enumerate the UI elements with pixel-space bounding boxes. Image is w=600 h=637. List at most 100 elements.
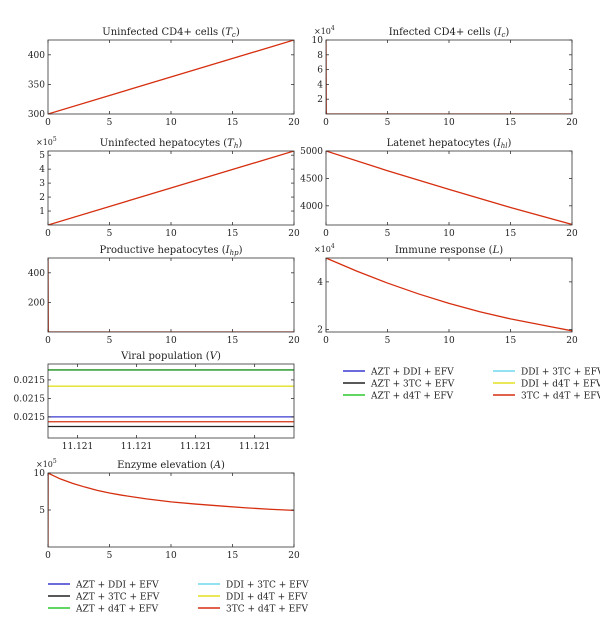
x-tick-label: 5	[107, 118, 113, 128]
x-tick-label: 11.121	[62, 442, 94, 452]
series-line-0	[326, 40, 572, 114]
legend-label: DDI + d4T + EFV	[521, 380, 600, 390]
plot-title: Productive hepatocytes (Ihp)	[100, 245, 243, 257]
x-tick-label: 15	[227, 118, 239, 128]
legend-label: AZT + 3TC + EFV	[75, 593, 160, 603]
y-tick-label: 300	[28, 110, 45, 120]
y-tick-label: 6	[317, 66, 323, 76]
y-tick-label: 400	[28, 269, 45, 279]
y-tick-label: 5	[39, 151, 45, 161]
legend-label: AZT + d4T + EFV	[370, 392, 454, 402]
x-tick-label: 10	[165, 336, 177, 346]
y-tick-label: 5	[39, 506, 45, 516]
axis-exponent: ×104	[314, 243, 335, 254]
legend-label: AZT + d4T + EFV	[75, 605, 159, 615]
plot-p2: Infected CD4+ cells (Ic) ×104 0 5 10 15 20 2 4 6 8…	[312, 25, 578, 128]
x-tick-label: 0	[45, 336, 51, 346]
x-tick-label: 15	[505, 336, 517, 346]
series-line-0	[48, 258, 294, 332]
x-tick-label: 20	[288, 551, 300, 561]
x-tick-label: 5	[385, 118, 391, 128]
x-tick-label: 20	[288, 118, 300, 128]
legend-label: DDI + d4T + EFV	[226, 593, 308, 603]
y-tick-label: 4	[39, 165, 45, 175]
series-line-0	[48, 151, 294, 225]
y-tick-label: 0.0215	[14, 413, 46, 423]
series-line-0	[48, 473, 294, 547]
legend-label: AZT + 3TC + EFV	[370, 380, 455, 390]
x-tick-label: 5	[107, 336, 113, 346]
x-tick-label: 10	[165, 229, 177, 239]
x-tick-label: 20	[566, 336, 578, 346]
y-tick-label: 2	[317, 95, 323, 105]
plot-p5: Productive hepatocytes (Ihp) 0 5 10 15 20 200 4…	[28, 245, 300, 346]
series-line-0	[48, 40, 294, 114]
y-tick-label: 5000	[300, 147, 323, 157]
x-tick-label: 0	[323, 229, 329, 239]
y-tick-label: 1	[39, 207, 45, 217]
y-tick-label: 200	[28, 298, 45, 308]
x-tick-label: 15	[505, 229, 517, 239]
x-tick-label: 15	[227, 336, 239, 346]
legend-label: AZT + DDI + EFV	[370, 368, 454, 378]
y-tick-label: 4	[317, 80, 323, 90]
y-tick-label: 8	[317, 51, 323, 61]
axes-frame	[47, 257, 295, 333]
plot-p1: Uninfected CD4+ cells (Tc) 0 5 10 15 20 300 350…	[28, 27, 300, 128]
x-tick-label: 0	[45, 229, 51, 239]
x-tick-label: 5	[107, 229, 113, 239]
x-tick-label: 11.121	[239, 442, 271, 452]
plot-p7: Viral population (V) 11.121 11.121 11.121 11…	[14, 351, 295, 452]
plot-title: Infected CD4+ cells (Ic)	[389, 27, 510, 39]
plot-title: Uninfected hepatocytes (Th)	[100, 138, 243, 150]
axes-frame	[47, 363, 295, 439]
legend-label: DDI + 3TC + EFV	[226, 581, 309, 591]
legend-label: 3TC + d4T + EFV	[226, 605, 308, 615]
series-line-0	[326, 151, 572, 225]
x-tick-label: 20	[566, 229, 578, 239]
y-tick-label: 3	[39, 179, 45, 189]
axes-frame	[325, 257, 573, 333]
plot-p8: Enzyme elevation (A) ×105 0 5 10 15 20 5 10	[34, 458, 300, 561]
x-tick-label: 20	[566, 118, 578, 128]
x-tick-label: 15	[227, 551, 239, 561]
legend-bottom: AZT + DDI + EFV AZT + 3TC + EFV AZT + d4T …	[48, 581, 309, 615]
y-tick-label: 4500	[300, 174, 323, 184]
axis-exponent: ×105	[36, 458, 57, 469]
y-tick-label: 400	[28, 51, 45, 61]
y-tick-label: 0.0215	[14, 394, 46, 404]
legend-label: AZT + DDI + EFV	[75, 581, 159, 591]
axes-frame	[325, 39, 573, 115]
x-tick-label: 15	[505, 118, 517, 128]
x-tick-label: 10	[443, 336, 455, 346]
axis-exponent: ×104	[314, 25, 335, 36]
y-tick-label: 350	[28, 80, 45, 90]
x-tick-label: 10	[443, 118, 455, 128]
legend-label: DDI + 3TC + EFV	[521, 368, 600, 378]
x-tick-label: 11.121	[121, 442, 153, 452]
x-tick-label: 11.121	[180, 442, 212, 452]
x-tick-label: 5	[385, 229, 391, 239]
y-tick-label: 4000	[300, 202, 323, 212]
plot-title: Uninfected CD4+ cells (Tc)	[102, 27, 240, 39]
y-tick-label: 10	[34, 469, 46, 479]
plot-p4: Latenet hepatocytes (Ihl) 0 5 10 15 20 4000 450…	[300, 138, 578, 239]
x-tick-label: 20	[288, 229, 300, 239]
x-tick-label: 0	[45, 118, 51, 128]
y-tick-label: 2	[39, 193, 45, 203]
y-tick-label: 4	[317, 278, 323, 288]
legend-label: 3TC + d4T + EFV	[521, 392, 600, 402]
plot-title: Latenet hepatocytes (Ihl)	[387, 138, 512, 150]
x-tick-label: 5	[107, 551, 113, 561]
x-tick-label: 10	[443, 229, 455, 239]
plot-title: Viral population (V)	[120, 351, 221, 362]
y-tick-label: 2	[317, 326, 323, 336]
x-tick-label: 0	[323, 118, 329, 128]
x-tick-label: 20	[288, 336, 300, 346]
plot-p6: Immune response (L) ×104 0 5 10 15 20 2 4	[314, 243, 578, 346]
y-tick-label: 10	[312, 36, 324, 46]
plot-title: Enzyme elevation (A)	[117, 460, 225, 471]
series-line-0	[326, 258, 572, 332]
